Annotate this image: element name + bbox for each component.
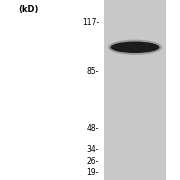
FancyBboxPatch shape	[104, 0, 166, 180]
Text: 19-: 19-	[87, 168, 99, 177]
Text: (kD): (kD)	[18, 4, 38, 14]
Ellipse shape	[111, 42, 159, 53]
Ellipse shape	[108, 40, 162, 55]
Text: 117-: 117-	[82, 18, 99, 27]
Text: 34-: 34-	[87, 145, 99, 154]
Text: 26-: 26-	[87, 157, 99, 166]
Text: 48-: 48-	[87, 124, 99, 133]
Text: 85-: 85-	[87, 67, 99, 76]
